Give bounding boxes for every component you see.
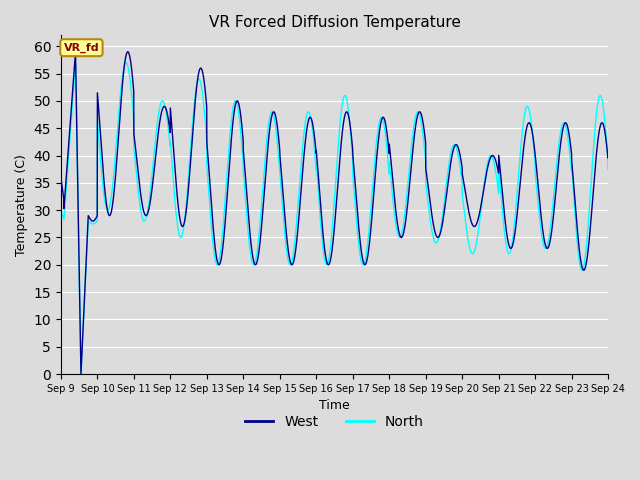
Y-axis label: Temperature (C): Temperature (C) xyxy=(15,154,28,256)
Legend: West, North: West, North xyxy=(239,410,429,435)
Text: VR_fd: VR_fd xyxy=(63,43,99,53)
Title: VR Forced Diffusion Temperature: VR Forced Diffusion Temperature xyxy=(209,15,460,30)
X-axis label: Time: Time xyxy=(319,399,350,412)
